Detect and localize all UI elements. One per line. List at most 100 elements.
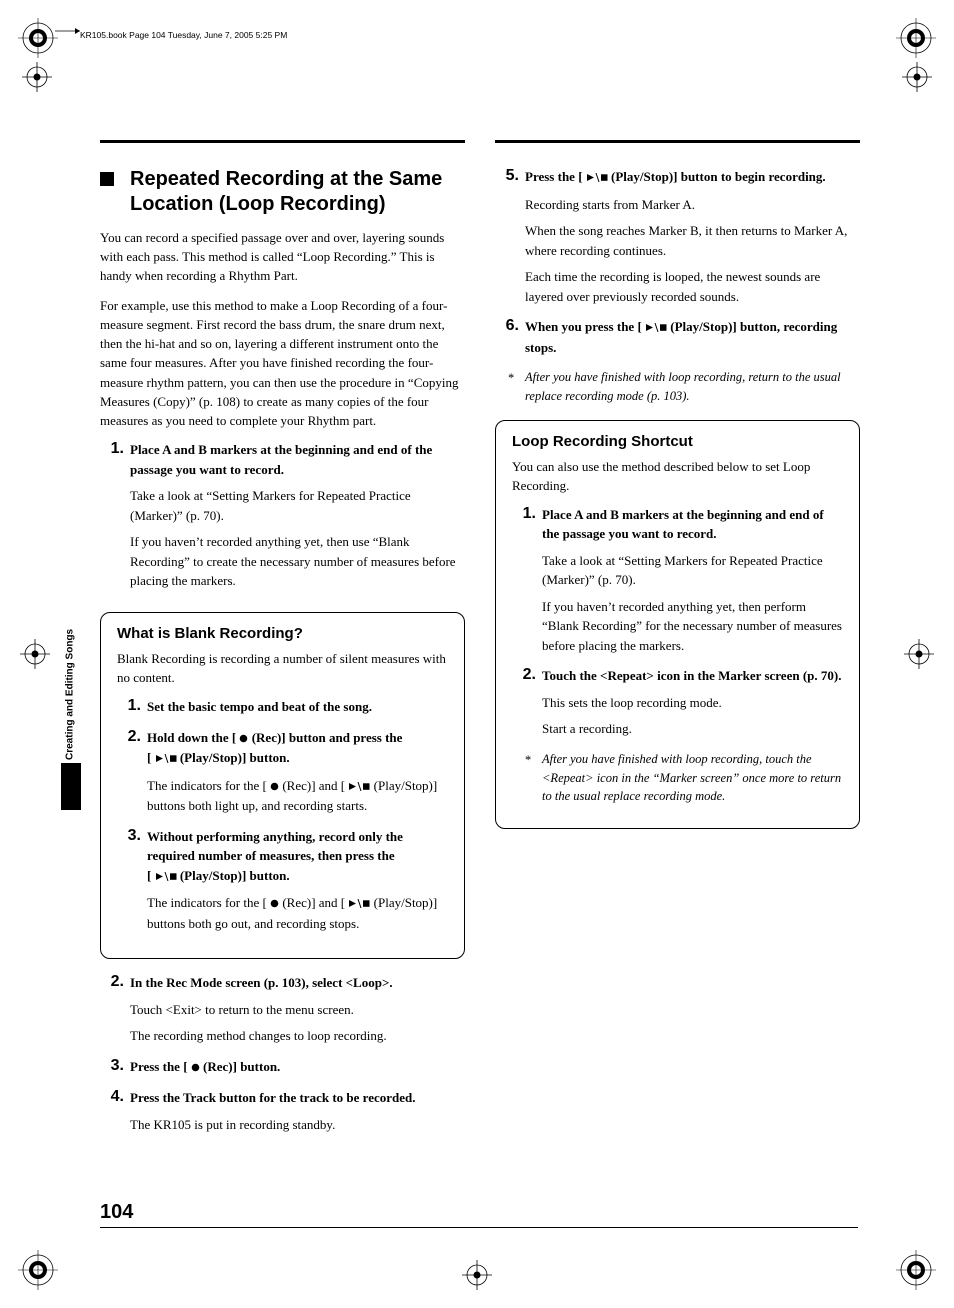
text: The indicators for the [ xyxy=(147,895,270,910)
step-3: 3. Press the [ (Rec)] button. xyxy=(100,1057,465,1085)
step-detail: If you haven’t recorded anything yet, th… xyxy=(130,532,465,591)
step-detail: This sets the loop recording mode. xyxy=(542,693,843,713)
play-stop-icon xyxy=(155,867,177,887)
box-step-3: 3. Without performing anything, record o… xyxy=(117,827,448,941)
arrow-icon xyxy=(55,26,80,36)
page-header: KR105.book Page 104 Tuesday, June 7, 200… xyxy=(80,30,287,40)
record-icon xyxy=(270,894,279,914)
step-detail: The indicators for the [ (Rec)] and [ (P… xyxy=(147,776,448,816)
section-title: Repeated Recording at the Same Location … xyxy=(100,167,465,217)
box-title: What is Blank Recording? xyxy=(117,625,448,642)
record-icon xyxy=(191,1058,200,1078)
step-number: 3. xyxy=(100,1057,130,1085)
text: (Play/Stop)] button to begin recording. xyxy=(608,169,826,184)
footnote: After you have finished with loop record… xyxy=(512,750,843,806)
step-number: 5. xyxy=(495,167,525,313)
step-detail: Take a look at “Setting Markers for Repe… xyxy=(542,551,843,590)
text: When you press the [ xyxy=(525,319,645,334)
step-instruction: Without performing anything, record only… xyxy=(147,827,448,887)
step-number: 1. xyxy=(117,697,147,724)
left-column: Repeated Recording at the Same Location … xyxy=(100,140,465,1145)
step-instruction: Press the [ (Play/Stop)] button to begin… xyxy=(525,167,860,188)
paragraph: Blank Recording is recording a number of… xyxy=(117,649,448,687)
step-detail: Take a look at “Setting Markers for Repe… xyxy=(130,486,465,525)
step-number: 2. xyxy=(512,666,542,746)
step-instruction: Place A and B markers at the beginning a… xyxy=(542,505,843,544)
step-number: 6. xyxy=(495,317,525,364)
text: The indicators for the [ xyxy=(147,778,270,793)
play-stop-icon xyxy=(645,318,667,338)
step-detail: Start a recording. xyxy=(542,719,843,739)
box-step-1: 1. Set the basic tempo and beat of the s… xyxy=(117,697,448,724)
step-instruction: Place A and B markers at the beginning a… xyxy=(130,440,465,479)
page-number: 104 xyxy=(100,1201,858,1228)
box-title: Loop Recording Shortcut xyxy=(512,433,843,450)
step-number: 4. xyxy=(100,1088,130,1141)
right-column: 5. Press the [ (Play/Stop)] button to be… xyxy=(495,140,860,1145)
text: (Rec)] and [ xyxy=(279,778,348,793)
paragraph: You can record a specified passage over … xyxy=(100,228,465,286)
play-stop-icon xyxy=(348,894,370,914)
registration-mark xyxy=(896,1250,936,1290)
page-content: Repeated Recording at the Same Location … xyxy=(100,140,860,1145)
box-step-2: 2. Hold down the [ (Rec)] button and pre… xyxy=(117,728,448,823)
crosshair-icon xyxy=(902,62,932,92)
step-instruction: In the Rec Mode screen (p. 103), select … xyxy=(130,973,465,993)
footnote: After you have finished with loop record… xyxy=(495,368,860,406)
text: (Rec)] button. xyxy=(200,1059,281,1074)
top-rule xyxy=(100,140,465,143)
text: (Play/Stop)] button. xyxy=(177,750,290,765)
step-detail: When the song reaches Marker B, it then … xyxy=(525,221,860,260)
box-step-2: 2. Touch the <Repeat> icon in the Marker… xyxy=(512,666,843,746)
crosshair-icon xyxy=(904,639,934,669)
registration-mark xyxy=(896,18,936,58)
crosshair-icon xyxy=(20,639,50,669)
paragraph: You can also use the method described be… xyxy=(512,457,843,495)
crosshair-icon xyxy=(22,62,52,92)
step-number: 2. xyxy=(100,973,130,1053)
play-stop-icon xyxy=(586,168,608,188)
step-detail: If you haven’t recorded anything yet, th… xyxy=(542,597,843,656)
play-stop-icon xyxy=(348,777,370,797)
registration-mark xyxy=(18,1250,58,1290)
text: Hold down the [ xyxy=(147,730,239,745)
top-rule xyxy=(495,140,860,143)
text: Press the [ xyxy=(130,1059,191,1074)
play-stop-icon xyxy=(155,749,177,769)
step-instruction: Set the basic tempo and beat of the song… xyxy=(147,697,448,717)
step-instruction: Press the [ (Rec)] button. xyxy=(130,1057,465,1078)
step-detail: Recording starts from Marker A. xyxy=(525,195,860,215)
step-instruction: When you press the [ (Play/Stop)] button… xyxy=(525,317,860,357)
step-instruction: Touch the <Repeat> icon in the Marker sc… xyxy=(542,666,843,686)
step-detail: Each time the recording is looped, the n… xyxy=(525,267,860,306)
sidebar-section-label: Creating and Editing Songs xyxy=(60,600,80,760)
text: (Play/Stop)] button. xyxy=(177,868,290,883)
step-detail: The indicators for the [ (Rec)] and [ (P… xyxy=(147,893,448,933)
step-detail: Touch <Exit> to return to the menu scree… xyxy=(130,1000,465,1020)
step-number: 2. xyxy=(117,728,147,823)
step-detail: The KR105 is put in recording standby. xyxy=(130,1115,465,1135)
step-2: 2. In the Rec Mode screen (p. 103), sele… xyxy=(100,973,465,1053)
step-number: 1. xyxy=(100,440,130,598)
text: Press the [ xyxy=(525,169,586,184)
step-instruction: Hold down the [ (Rec)] button and press … xyxy=(147,728,448,769)
text: Without performing anything, record only… xyxy=(147,829,403,864)
sidebar-tab xyxy=(61,763,81,810)
text: [ xyxy=(147,750,155,765)
crosshair-icon xyxy=(462,1260,492,1290)
registration-mark xyxy=(18,18,58,58)
info-box-blank-recording: What is Blank Recording? Blank Recording… xyxy=(100,612,465,959)
paragraph: For example, use this method to make a L… xyxy=(100,296,465,431)
record-icon xyxy=(270,777,279,797)
step-number: 1. xyxy=(512,505,542,663)
step-detail: The recording method changes to loop rec… xyxy=(130,1026,465,1046)
text: (Rec)] and [ xyxy=(279,895,348,910)
step-4: 4. Press the Track button for the track … xyxy=(100,1088,465,1141)
box-step-1: 1. Place A and B markers at the beginnin… xyxy=(512,505,843,663)
step-1: 1. Place A and B markers at the beginnin… xyxy=(100,440,465,598)
step-instruction: Press the Track button for the track to … xyxy=(130,1088,465,1108)
text: [ xyxy=(147,868,155,883)
step-number: 3. xyxy=(117,827,147,941)
info-box-shortcut: Loop Recording Shortcut You can also use… xyxy=(495,420,860,830)
step-6: 6. When you press the [ (Play/Stop)] but… xyxy=(495,317,860,364)
